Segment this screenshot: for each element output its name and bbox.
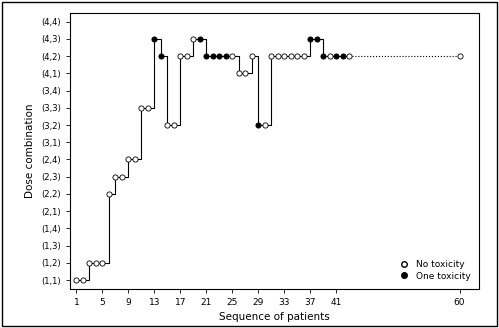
Point: [137, 105, 145, 111]
Point: [196, 36, 204, 42]
Point: [150, 36, 158, 42]
Point: [131, 157, 139, 162]
Point: [209, 53, 217, 59]
Point: [228, 53, 236, 59]
Y-axis label: Dose combination: Dose combination: [25, 104, 35, 198]
Point: [183, 53, 191, 59]
Point: [267, 53, 275, 59]
Point: [313, 36, 321, 42]
Point: [345, 53, 353, 59]
Point: [105, 191, 113, 196]
Point: [222, 53, 230, 59]
Point: [79, 277, 87, 283]
Point: [170, 122, 178, 128]
Point: [98, 260, 106, 265]
Point: [306, 36, 314, 42]
Point: [85, 260, 93, 265]
Point: [157, 53, 165, 59]
Point: [332, 53, 340, 59]
Point: [326, 53, 334, 59]
Point: [280, 53, 288, 59]
Point: [72, 277, 80, 283]
Point: [241, 71, 249, 76]
X-axis label: Sequence of patients: Sequence of patients: [219, 312, 330, 322]
Point: [176, 53, 184, 59]
Legend: No toxicity, One toxicity: No toxicity, One toxicity: [391, 256, 475, 284]
Point: [287, 53, 295, 59]
Point: [202, 53, 210, 59]
Point: [92, 260, 100, 265]
Point: [163, 122, 171, 128]
Point: [144, 105, 152, 111]
Point: [254, 122, 262, 128]
Point: [274, 53, 282, 59]
Point: [189, 36, 197, 42]
Point: [215, 53, 223, 59]
Point: [235, 71, 243, 76]
Point: [300, 53, 308, 59]
Point: [248, 53, 255, 59]
Point: [339, 53, 347, 59]
Point: [456, 53, 464, 59]
Point: [111, 174, 119, 179]
Point: [319, 53, 327, 59]
Point: [293, 53, 301, 59]
Point: [118, 174, 126, 179]
Point: [124, 157, 132, 162]
Point: [260, 122, 268, 128]
